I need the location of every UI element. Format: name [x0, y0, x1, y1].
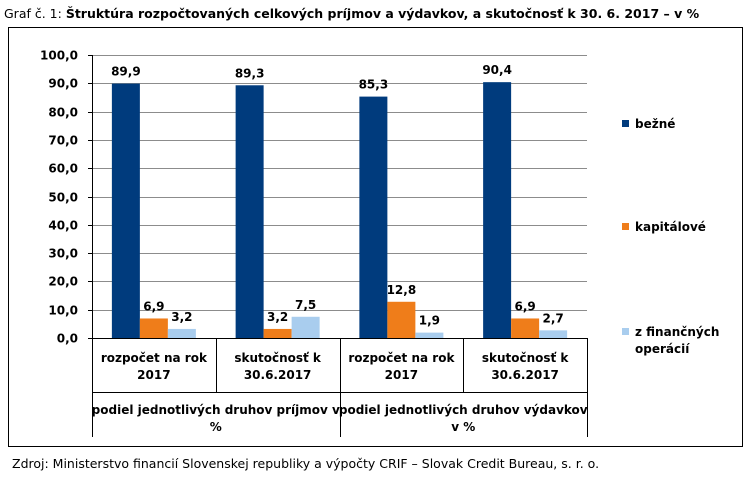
chart-caption: Graf č. 1: Štruktúra rozpočtovaných celk…	[4, 6, 699, 21]
data-label: 89,3	[235, 66, 265, 80]
data-label: 2,7	[542, 311, 563, 325]
bar	[111, 83, 140, 338]
category-label: skutočnosť k 30.6.2017	[234, 351, 322, 382]
y-tick-label: 20,0	[48, 275, 78, 289]
bars	[111, 82, 568, 338]
data-label: 1,9	[419, 314, 440, 328]
source-note: Zdroj: Ministerstvo financií Slovenskej …	[12, 456, 600, 471]
y-tick-label: 70,0	[48, 134, 78, 148]
y-tick-label: 50,0	[48, 191, 78, 205]
bar	[511, 318, 540, 338]
data-label: 89,9	[111, 65, 141, 79]
y-tick-label: 40,0	[48, 219, 78, 233]
data-label: 3,2	[171, 310, 192, 324]
legend-label: z finančných operácií	[635, 325, 719, 356]
bar	[263, 328, 292, 338]
legend-label: bežné	[635, 117, 675, 131]
y-tick-label: 80,0	[48, 106, 78, 120]
y-tick-label: 100,0	[40, 49, 78, 63]
bar	[167, 328, 196, 338]
bar	[291, 316, 320, 338]
category-label: rozpočet na rok 2017	[101, 351, 208, 382]
y-tick-label: 10,0	[48, 304, 78, 318]
y-tick-label: 60,0	[48, 162, 78, 176]
data-label: 7,5	[295, 298, 316, 312]
caption-prefix: Graf č. 1:	[4, 6, 66, 21]
bar-chart: 0,0 10,0 20,0 30,0 40,0 50,0 60,0 70,0 80,0 90,0 1…	[8, 27, 743, 447]
legend: bežné kapitálové z finančných operácií	[622, 117, 719, 356]
data-label: 3,2	[267, 310, 288, 324]
axes: 0,0 10,0 20,0 30,0 40,0 50,0 60,0 70,0 80,0 90,0 1…	[40, 49, 587, 346]
data-labels: 89,9 89,3 85,3 90,4 6,9 3,2 12,8 6,9 3,2 7,5 1,9 2,…	[111, 63, 564, 327]
legend-swatch	[622, 328, 629, 335]
category-label: rozpočet na rok 2017	[348, 351, 455, 382]
data-label: 12,8	[387, 283, 417, 297]
group-label: podiel jednotlivých druhov výdavkov v %	[339, 403, 588, 434]
bar	[139, 318, 168, 338]
legend-swatch	[622, 223, 629, 230]
data-label: 85,3	[359, 78, 389, 92]
legend-label: kapitálové	[635, 220, 706, 234]
chart-title: Štruktúra rozpočtovaných celkových príjm…	[65, 6, 700, 21]
bar	[359, 96, 388, 338]
bar	[415, 332, 444, 338]
bar	[387, 301, 416, 338]
bar	[539, 330, 568, 338]
bar	[235, 85, 264, 338]
y-tick-label: 90,0	[48, 77, 78, 91]
legend-swatch	[622, 120, 629, 127]
group-label: podiel jednotlivých druhov príjmov v%	[92, 403, 340, 434]
data-label: 90,4	[482, 63, 512, 77]
y-tick-label: 0,0	[57, 332, 78, 346]
category-axis: rozpočet na rok 2017 skutočnosť k 30.6.2017…	[92, 338, 588, 437]
bar	[483, 82, 512, 338]
data-label: 6,9	[143, 299, 164, 313]
y-tick-label: 30,0	[48, 247, 78, 261]
category-label: skutočnosť k 30.6.2017	[482, 351, 570, 382]
data-label: 6,9	[514, 299, 535, 313]
